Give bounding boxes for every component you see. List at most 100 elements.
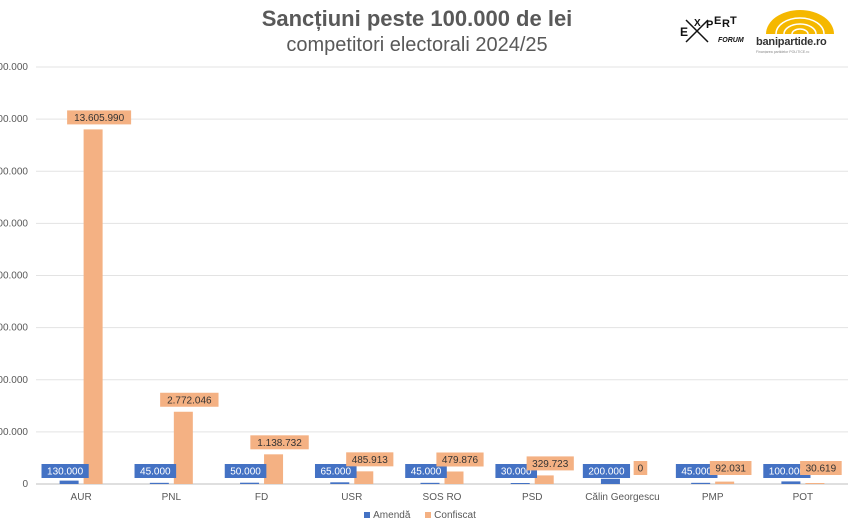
logo-arc-line: [775, 17, 825, 35]
bar-confiscat: [715, 481, 735, 484]
data-label: 485.913: [352, 455, 389, 466]
y-tick-label: 4.000.000: [0, 375, 28, 386]
legend: Amendă Confiscat: [0, 510, 840, 521]
legend-swatch-amenda: [364, 512, 371, 519]
data-label: 50.000: [230, 467, 261, 478]
bar-amenda: [420, 482, 440, 484]
y-tick-label: 16.000.000: [0, 62, 28, 73]
data-label: 45.000: [140, 467, 171, 478]
data-label-box: [800, 461, 842, 475]
data-label: 45.000: [681, 467, 712, 478]
data-label-box: [41, 464, 89, 478]
gridlines: [36, 66, 848, 485]
data-label-box: [709, 461, 752, 475]
bar-confiscat: [354, 471, 374, 484]
bar-amenda: [600, 478, 620, 484]
data-label-box: [346, 452, 394, 467]
logo-stroke: [685, 19, 709, 43]
data-label: 13.605.990: [74, 113, 124, 124]
data-label: 30.000: [501, 467, 532, 478]
data-label: 65.000: [320, 467, 351, 478]
data-label-box: [436, 452, 484, 467]
x-tick-label: USR: [341, 492, 362, 503]
banipartide-logo-mark: [766, 10, 834, 35]
x-tick-label: POT: [793, 492, 814, 503]
chart-title: Sancțiuni peste 100.000 de lei: [261, 6, 573, 31]
y-tick-label: 10.000.000: [0, 218, 28, 229]
bar-amenda: [330, 482, 350, 484]
data-label-box: [160, 392, 219, 407]
x-tick-label: FD: [255, 492, 268, 503]
data-label: 329.723: [532, 459, 569, 470]
y-tick-label: 2.000.000: [0, 427, 28, 438]
bar-confiscat: [264, 454, 284, 484]
y-tick-label: 12.000.000: [0, 166, 28, 177]
expert-forum-logo: E X P E R T FORUM: [678, 14, 746, 50]
data-label: 130.000: [47, 467, 84, 478]
data-label: 1.138.732: [257, 438, 302, 449]
logo-arc-line: [783, 23, 817, 35]
logo-letter: E: [714, 15, 721, 27]
bar-confiscat: [444, 471, 464, 484]
bar-amenda: [510, 483, 530, 484]
data-label-box: [250, 435, 309, 450]
x-tick-label: PNL: [162, 492, 182, 503]
data-label-box: [67, 110, 132, 125]
data-label: 92.031: [715, 464, 746, 475]
logo-letter: P: [706, 19, 713, 31]
data-label-box: [633, 461, 648, 475]
data-label-box: [134, 464, 177, 478]
y-tick-label: 8.000.000: [0, 271, 28, 282]
x-tick-label: SOS RO: [423, 492, 462, 503]
bar-confiscat: [83, 129, 103, 484]
data-label-box: [314, 464, 357, 478]
y-tick-label: 6.000.000: [0, 323, 28, 334]
data-labels: 130.000 13.605.990 45.000 2.772.046 50.000 1.…: [41, 110, 842, 478]
legend-label-confiscat: Confiscat: [434, 510, 476, 521]
data-label: 30.619: [806, 464, 837, 475]
data-label-box: [582, 464, 631, 478]
y-tick-label: 14.000.000: [0, 114, 28, 125]
legend-item-confiscat[interactable]: Confiscat: [425, 510, 476, 521]
data-label-box: [526, 456, 574, 471]
bar-confiscat: [173, 411, 193, 484]
x-tick-label: PMP: [702, 492, 724, 503]
logo-letter: R: [722, 18, 730, 30]
data-label-box: [763, 464, 811, 478]
data-label: 2.772.046: [167, 395, 212, 406]
legend-label-amenda: Amendă: [373, 510, 411, 521]
logo-letter: X: [694, 18, 701, 29]
data-label: 45.000: [411, 467, 442, 478]
x-tick-label: Călin Georgescu: [585, 492, 659, 503]
legend-item-amenda[interactable]: Amendă: [364, 510, 410, 521]
legend-swatch-confiscat: [425, 512, 432, 519]
bar-amenda: [59, 480, 79, 484]
banipartide-logo-subtext: Finanțarea partidelor POLITICE.ro: [756, 50, 810, 54]
bar-confiscat: [534, 475, 554, 484]
logo-subtext: FORUM: [718, 37, 744, 44]
data-label: 100.000: [769, 467, 806, 478]
banipartide-logo: banipartide.ro Finanțarea partidelor POL…: [754, 6, 846, 60]
y-axis-ticks: 0 2.000.000 4.000.000 6.000.000 8.000.000 10.…: [0, 62, 28, 490]
bar-amenda: [240, 482, 260, 484]
expert-forum-logo-mark: E X P E R T FORUM: [680, 15, 744, 44]
bar-amenda: [781, 481, 801, 484]
x-tick-label: PSD: [522, 492, 543, 503]
bar-amenda: [691, 482, 711, 484]
logo-letter: T: [730, 15, 737, 27]
data-label: 0: [638, 464, 644, 475]
x-tick-label: AUR: [71, 492, 92, 503]
logo-arc: [766, 10, 834, 34]
bars: [59, 129, 825, 484]
x-axis-ticks: AUR PNL FD USR SOS RO PSD Călin Georgescu PMP PO…: [71, 492, 814, 503]
data-label: 479.876: [442, 455, 479, 466]
y-tick-label: 0: [22, 479, 28, 490]
data-label-box: [675, 464, 718, 478]
logo-letter: E: [680, 25, 688, 39]
banipartide-logo-text: banipartide.ro: [756, 36, 827, 48]
bar-confiscat: [805, 483, 825, 484]
data-label-box: [405, 464, 447, 478]
data-label-box: [224, 464, 267, 478]
data-label: 200.000: [588, 467, 625, 478]
